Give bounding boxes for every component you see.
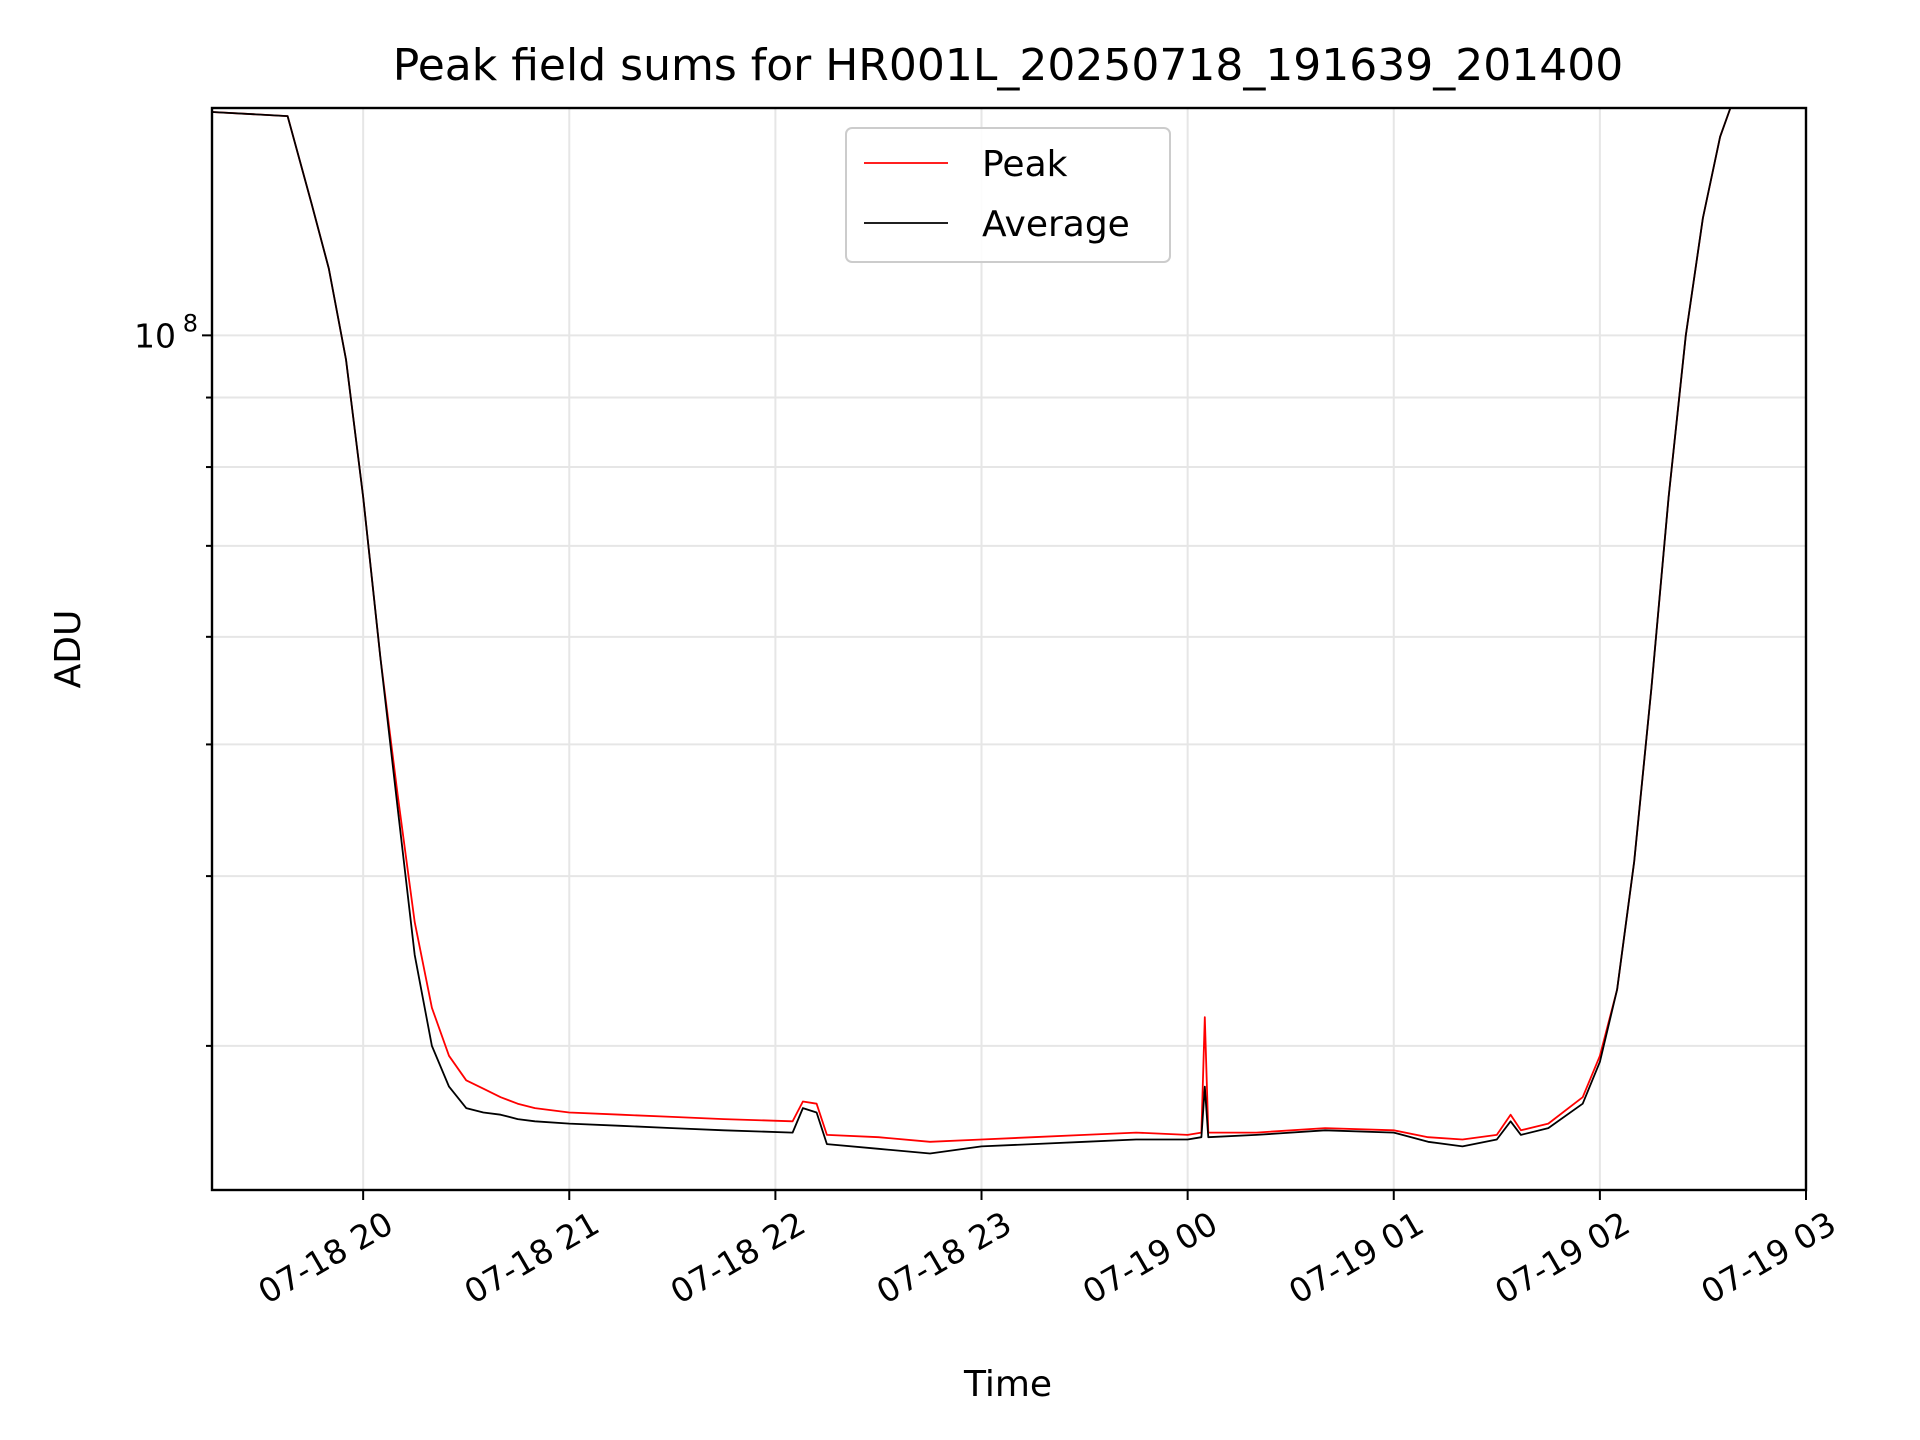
- x-tick-label: 07-18 22: [664, 1204, 812, 1312]
- chart-title: Peak field sums for HR001L_20250718_1916…: [393, 40, 1624, 91]
- grid: [212, 108, 1807, 1190]
- legend-label-peak: Peak: [982, 144, 1068, 185]
- x-tick-label: 07-19 01: [1282, 1204, 1430, 1312]
- x-axis-label: Time: [963, 1364, 1052, 1405]
- series-line-average: [211, 107, 1732, 1155]
- x-tick-label: 07-19 02: [1488, 1204, 1636, 1312]
- y-tick-label-exponent: 8: [183, 309, 198, 337]
- plot-lines: [211, 107, 1732, 1155]
- series-line-peak: [211, 107, 1732, 1143]
- y-tick-label: 10: [134, 316, 176, 355]
- x-axis: 07-18 20 07-18 21 07-18 22 07-18 23 07-19 00…: [252, 1190, 1842, 1312]
- x-tick-label: 07-19 00: [1076, 1204, 1224, 1312]
- legend-box: [845, 127, 1171, 263]
- plot-frame: [210, 106, 1808, 1192]
- legend-label-average: Average: [982, 204, 1130, 245]
- legend: Peak Average: [845, 127, 1171, 263]
- x-tick-label: 07-18 23: [870, 1204, 1018, 1312]
- x-tick-label: 07-18 21: [458, 1204, 606, 1312]
- y-axis-label: ADU: [48, 610, 89, 689]
- x-tick-label: 07-18 20: [252, 1204, 400, 1312]
- x-tick-label: 07-19 03: [1694, 1204, 1842, 1312]
- y-axis: 10 8: [134, 309, 212, 1047]
